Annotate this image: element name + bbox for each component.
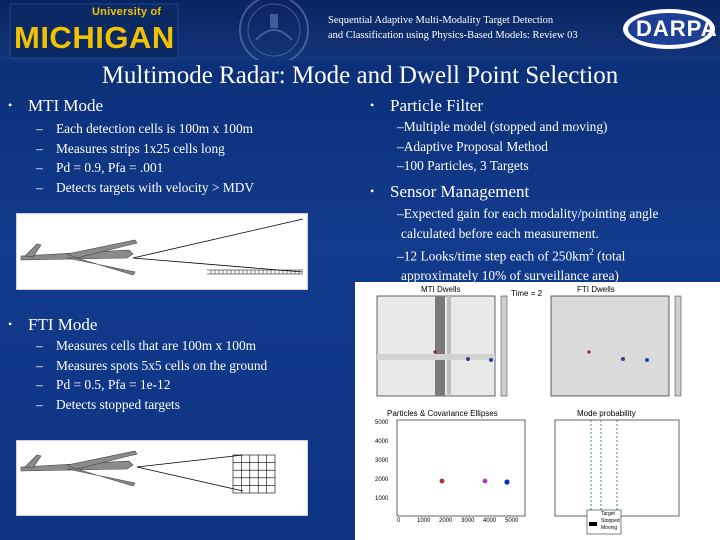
michigan-wordmark: MICHIGAN bbox=[14, 20, 175, 55]
header-title-line2: and Classification using Physics-Based M… bbox=[328, 30, 578, 41]
mti-item: – Pd = 0.9, Pfa = .001 bbox=[36, 160, 164, 175]
fti-aircraft-diagram bbox=[16, 440, 308, 516]
mti-heading-label: MTI Mode bbox=[28, 96, 104, 115]
legend-item: Moving bbox=[601, 525, 618, 531]
mode-probability-title: Mode probability bbox=[577, 409, 636, 418]
particle-filter-item: –100 Particles, 3 Targets bbox=[397, 158, 529, 173]
fti-dwells-title: FTI Dwells bbox=[577, 285, 615, 294]
simulation-plots-figure: MTI Dwells Time = 2 FTI Dwells Particles… bbox=[355, 282, 720, 540]
fti-list: – Measures cells that are 100m x 100m – Me… bbox=[36, 336, 267, 414]
y-tick: 5000 bbox=[375, 420, 389, 426]
y-tick: 2000 bbox=[375, 477, 389, 483]
legend-item: Stopped bbox=[601, 518, 620, 524]
sensor-management-line: –Expected gain for each modality/pointin… bbox=[397, 206, 659, 221]
mti-aircraft-diagram bbox=[16, 213, 308, 290]
mti-dwells-title: MTI Dwells bbox=[421, 285, 461, 294]
x-tick: 5000 bbox=[505, 518, 519, 524]
particle-filter-list: –Multiple model (stopped and moving) –Ad… bbox=[397, 117, 608, 176]
y-tick: 4000 bbox=[375, 439, 389, 445]
particle-filter-heading-label: Particle Filter bbox=[390, 96, 484, 115]
darpa-text: DARPA bbox=[636, 16, 718, 41]
darpa-logo: DARPA bbox=[622, 8, 718, 50]
x-tick: 4000 bbox=[483, 518, 497, 524]
x-tick: 3000 bbox=[461, 518, 475, 524]
x-tick: 2000 bbox=[439, 518, 453, 524]
sensor-management-line: –12 Looks/time step each of 250km2 (tota… bbox=[397, 247, 626, 264]
fti-item: – Measures spots 5x5 cells on the ground bbox=[36, 357, 268, 373]
bullet-icon: • bbox=[370, 184, 375, 198]
particle-filter-heading: • Particle Filter bbox=[370, 96, 483, 116]
fti-item: – Pd = 0.5, Pfa = 1e-12 bbox=[36, 377, 171, 392]
bullet-icon: • bbox=[8, 98, 13, 112]
sensor-management-list: –Expected gain for each modality/pointin… bbox=[397, 204, 658, 285]
sensor-management-heading: • Sensor Management bbox=[370, 182, 529, 202]
particle-filter-item: –Adaptive Proposal Method bbox=[397, 138, 549, 154]
header-title: Sequential Adaptive Multi-Modality Targe… bbox=[328, 13, 618, 43]
university-seal-icon bbox=[226, 0, 322, 65]
x-tick: 0 bbox=[397, 518, 401, 524]
fti-heading-label: FTI Mode bbox=[28, 315, 98, 334]
sensor-management-line: calculated before each measurement. bbox=[401, 225, 599, 241]
mti-list: – Each detection cells is 100m x 100m – Me… bbox=[36, 119, 254, 197]
fti-item: – Measures cells that are 100m x 100m bbox=[36, 338, 257, 353]
fti-heading: • FTI Mode bbox=[8, 315, 97, 335]
sensor-management-line: approximately 10% of surveillance area) bbox=[401, 267, 619, 283]
mti-heading: • MTI Mode bbox=[8, 96, 103, 116]
particle-filter-item: –Multiple model (stopped and moving) bbox=[397, 119, 608, 134]
mti-item: – Each detection cells is 100m x 100m bbox=[36, 121, 254, 136]
bullet-icon: • bbox=[370, 98, 375, 112]
slide-title: Multimode Radar: Mode and Dwell Point Se… bbox=[101, 62, 619, 89]
y-tick: 3000 bbox=[375, 458, 389, 464]
bullet-icon: • bbox=[8, 317, 13, 331]
y-tick: 1000 bbox=[375, 496, 389, 502]
university-of-text: University of bbox=[92, 6, 162, 18]
mti-item: – Detects targets with velocity > MDV bbox=[36, 179, 255, 195]
university-of-michigan-logo: University of MICHIGAN bbox=[8, 2, 180, 60]
x-tick: 1000 bbox=[417, 518, 431, 524]
sensor-management-heading-label: Sensor Management bbox=[390, 182, 530, 201]
header-title-line1: Sequential Adaptive Multi-Modality Targe… bbox=[328, 15, 554, 26]
particles-title: Particles & Covariance Ellipses bbox=[387, 409, 498, 418]
mti-item: – Measures strips 1x25 cells long bbox=[36, 140, 225, 156]
time-label: Time = 2 bbox=[511, 289, 543, 298]
legend-item: Target bbox=[601, 511, 615, 517]
fti-item: – Detects stopped targets bbox=[36, 396, 180, 412]
